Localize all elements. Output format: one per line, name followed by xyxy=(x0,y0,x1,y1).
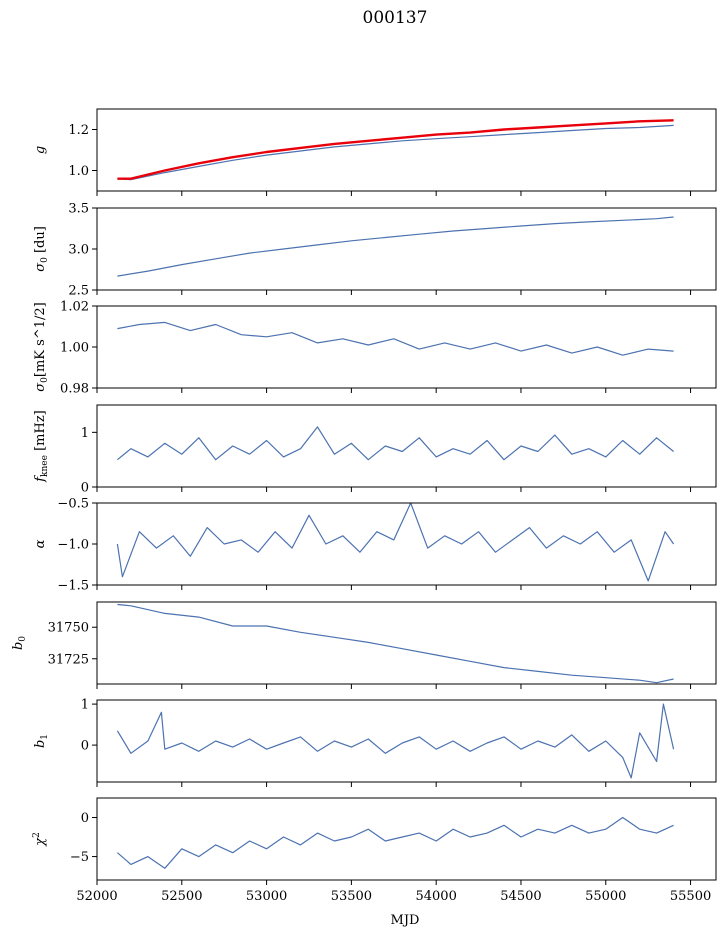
panel-1-ytick-label-2: 1.2 xyxy=(68,123,89,138)
panel-5-y-axis-label: α xyxy=(33,539,48,548)
panels: 1.0 1.2 g 2.5 3.0 3.5 σ0 [du] 0.98 1.00 1.02 σ0[mK… xyxy=(11,108,717,904)
panel-4-ytick-label-2: 1 xyxy=(81,426,89,441)
panel-7-frame xyxy=(96,699,717,783)
x-tick-label-2: 52500 xyxy=(161,889,202,904)
panel-3-series-line-1 xyxy=(117,321,674,356)
panel-7-ytick-label-1: 0 xyxy=(81,739,89,754)
panel-2-ytick-label-1: 2.5 xyxy=(68,284,89,299)
panel-8-ytick-label-2: 0 xyxy=(81,811,89,826)
panel-2-ytick-label-2: 3.0 xyxy=(68,243,89,258)
panel-3-ytick-label-2: 1.00 xyxy=(60,341,89,356)
panel-7-y-axis-label: b1 xyxy=(33,734,50,748)
x-tick-label-8: 55500 xyxy=(670,889,711,904)
panel-1-y-axis-label: g xyxy=(33,146,48,154)
panel-1-frame xyxy=(96,108,717,192)
panel-4-frame xyxy=(96,404,717,488)
panel-4-ytick-label-1: 0 xyxy=(81,481,89,496)
panel-1-series-line-1 xyxy=(117,124,674,181)
panel-5-ytick-label-3: −0.5 xyxy=(57,497,89,512)
panel-2: 2.5 3.0 3.5 σ0 [du] xyxy=(33,202,717,299)
panel-6-frame xyxy=(96,601,717,685)
panel-3-ytick-label-1: 0.98 xyxy=(60,382,89,397)
x-axis-label: MJD xyxy=(391,913,420,928)
panel-6-series-line-1 xyxy=(117,603,674,684)
panel-3: 0.98 1.00 1.02 σ0[mK s^1/2] xyxy=(33,300,717,397)
panel-5-series-line-1 xyxy=(116,502,675,582)
panel-4-y-axis-label: fknee [mHz] xyxy=(33,410,50,483)
panel-5-ytick-label-1: −1.5 xyxy=(57,579,89,594)
panel-3-ytick-label-3: 1.02 xyxy=(60,300,89,315)
panel-5-ytick-label-2: −1.0 xyxy=(57,538,89,553)
panel-2-y-axis-label: σ0 [du] xyxy=(33,226,50,272)
panel-5-frame xyxy=(96,502,717,586)
panel-3-frame xyxy=(96,305,717,389)
panel-6-ytick-label-1: 31725 xyxy=(48,652,89,667)
panel-1-series-line-2 xyxy=(117,119,674,180)
panel-8-y-axis-label: χ2 xyxy=(32,832,48,847)
panel-2-ytick-label-3: 3.5 xyxy=(68,202,89,217)
panel-8: −5 0 χ2 xyxy=(32,797,717,885)
panel-8-frame xyxy=(96,797,717,881)
panel-7: 0 1 b1 xyxy=(33,698,717,787)
x-tick-label-5: 54000 xyxy=(415,889,456,904)
panel-4-series-line-1 xyxy=(117,426,674,461)
panel-1-ytick-label-1: 1.0 xyxy=(68,164,89,179)
panel-8-ytick-label-1: −5 xyxy=(70,850,89,865)
panel-4: 0 1 fknee [mHz] xyxy=(33,404,717,496)
panel-5: −1.5 −1.0 −0.5 α xyxy=(33,497,717,594)
x-tick-label-4: 53500 xyxy=(331,889,372,904)
panel-7-ytick-label-2: 1 xyxy=(81,698,89,713)
panel-3-y-axis-label: σ0[mK s^1/2] xyxy=(33,302,50,391)
panel-1: 1.0 1.2 g xyxy=(33,108,717,196)
figure-title: 000137 xyxy=(363,8,428,28)
x-tick-label-3: 53000 xyxy=(246,889,287,904)
panel-6-ytick-label-2: 31750 xyxy=(48,621,89,636)
x-tick-label-6: 54500 xyxy=(500,889,541,904)
panel-8-series-line-1 xyxy=(117,816,674,869)
panel-2-series-line-1 xyxy=(117,216,674,277)
panel-7-series-line-1 xyxy=(116,703,675,779)
x-tick-label-1: 52000 xyxy=(76,889,117,904)
x-tick-label-7: 55000 xyxy=(585,889,626,904)
panel-6: 31725 31750 b0 xyxy=(11,601,717,689)
panel-6-y-axis-label: b0 xyxy=(11,636,28,650)
